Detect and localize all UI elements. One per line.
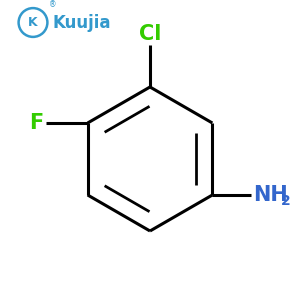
Text: F: F [29, 113, 43, 133]
Text: ®: ® [49, 1, 56, 10]
Text: 2: 2 [280, 194, 290, 208]
Text: NH: NH [253, 185, 288, 205]
Text: Kuujia: Kuujia [53, 14, 111, 32]
Text: K: K [28, 16, 38, 29]
Text: Cl: Cl [139, 23, 161, 44]
